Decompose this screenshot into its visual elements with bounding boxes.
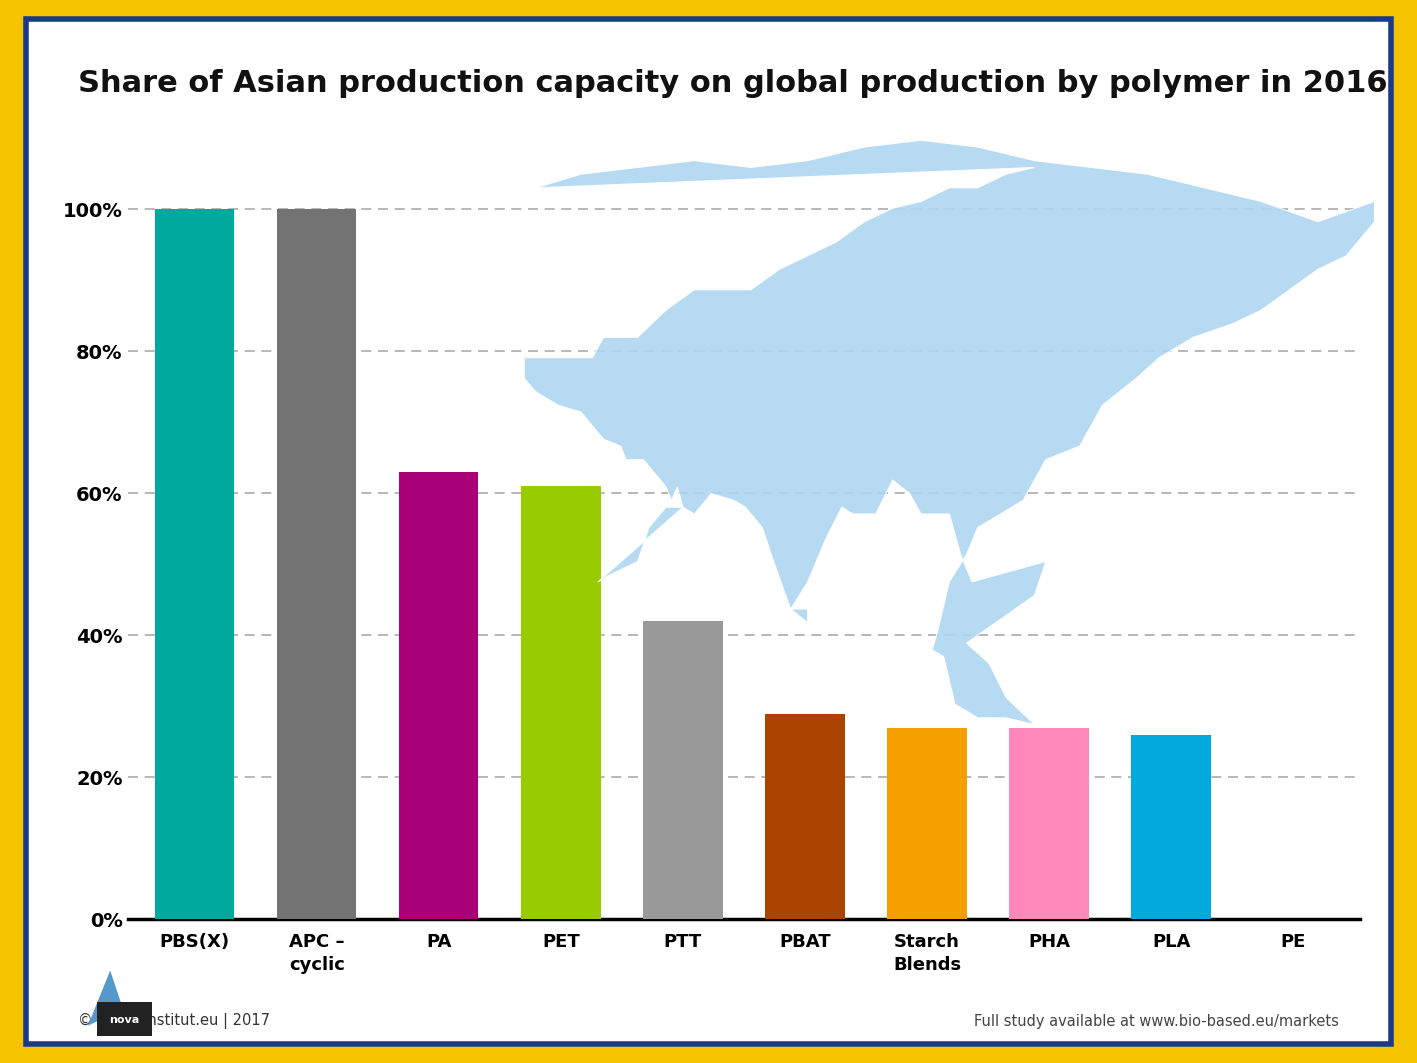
Text: nova: nova [109, 1015, 139, 1026]
Bar [1131, 735, 1210, 919]
Text: Full study available at www.bio-based.eu/markets: Full study available at www.bio-based.eu… [975, 1014, 1339, 1029]
Polygon shape [88, 971, 123, 1026]
Bar [521, 486, 601, 919]
Bar [98, 1001, 152, 1036]
Bar [154, 209, 234, 919]
Bar [1009, 728, 1088, 919]
Bar [643, 621, 723, 919]
Text: Share of Asian production capacity on global production by polymer in 2016: Share of Asian production capacity on gl… [78, 69, 1387, 98]
Bar [400, 472, 479, 919]
Polygon shape [524, 140, 1374, 725]
Bar [278, 209, 357, 919]
Bar [765, 713, 845, 919]
Bar [887, 728, 966, 919]
Text: ©  nova-Institut.eu | 2017: © nova-Institut.eu | 2017 [78, 1013, 269, 1029]
